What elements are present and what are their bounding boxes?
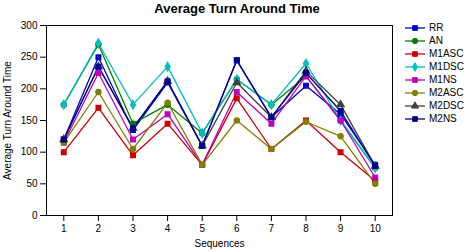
html-text:AN: AN bbox=[429, 35, 443, 46]
svg-text:10: 10 bbox=[370, 223, 382, 234]
html-text:M1ASC: M1ASC bbox=[429, 48, 464, 59]
html-text:RR: RR bbox=[429, 22, 444, 33]
svg-text:3: 3 bbox=[130, 223, 136, 234]
html-text:M1DSC: M1DSC bbox=[429, 61, 464, 72]
svg-text:50: 50 bbox=[26, 178, 38, 189]
svg-text:300: 300 bbox=[21, 20, 38, 31]
svg-text:200: 200 bbox=[21, 83, 38, 94]
svg-text:6: 6 bbox=[234, 223, 240, 234]
svg-text:2: 2 bbox=[96, 223, 102, 234]
html-text:Average Turn Around Time: Average Turn Around Time bbox=[154, 1, 320, 16]
svg-text:250: 250 bbox=[21, 51, 38, 62]
svg-text:1: 1 bbox=[61, 223, 67, 234]
svg-text:Sequences: Sequences bbox=[194, 238, 244, 249]
svg-text:100: 100 bbox=[21, 146, 38, 157]
svg-text:7: 7 bbox=[269, 223, 275, 234]
html-text:M2DSC: M2DSC bbox=[429, 100, 464, 111]
svg-text:Average Turn Around Time: Average Turn Around Time bbox=[2, 61, 13, 180]
svg-text:8: 8 bbox=[303, 223, 309, 234]
svg-text:9: 9 bbox=[338, 223, 344, 234]
svg-text:150: 150 bbox=[21, 115, 38, 126]
html-text:M2ASC: M2ASC bbox=[429, 87, 464, 98]
svg-text:0: 0 bbox=[32, 210, 38, 221]
html-text:M2NS: M2NS bbox=[429, 113, 457, 124]
svg-text:5: 5 bbox=[199, 223, 205, 234]
svg-text:4: 4 bbox=[165, 223, 171, 234]
html-text:M1NS: M1NS bbox=[429, 74, 457, 85]
